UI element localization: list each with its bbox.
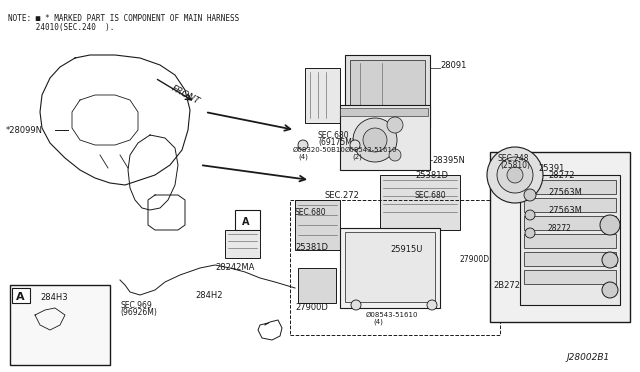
Bar — [524, 198, 616, 212]
Bar — [524, 216, 616, 230]
Text: FRONT: FRONT — [170, 84, 201, 106]
Bar — [380, 175, 460, 230]
Text: (4): (4) — [298, 154, 308, 160]
Text: Ø08543-51610: Ø08543-51610 — [345, 147, 397, 153]
Bar — [524, 270, 616, 284]
Text: 28395N: 28395N — [432, 155, 465, 164]
Text: (25810): (25810) — [500, 160, 530, 170]
Bar — [225, 230, 260, 258]
Bar — [520, 175, 620, 305]
Text: (4): (4) — [373, 319, 383, 325]
Circle shape — [525, 210, 535, 220]
Bar — [235, 210, 260, 230]
Circle shape — [351, 300, 361, 310]
Text: SEC.680: SEC.680 — [295, 208, 326, 217]
Bar — [295, 200, 340, 250]
Text: 284H3: 284H3 — [40, 294, 68, 302]
Text: 27900D: 27900D — [295, 304, 328, 312]
Circle shape — [298, 140, 308, 150]
Circle shape — [600, 215, 620, 235]
Text: SEC.248: SEC.248 — [498, 154, 529, 163]
Circle shape — [389, 149, 401, 161]
Circle shape — [524, 189, 536, 201]
Bar — [305, 68, 340, 123]
Circle shape — [602, 282, 618, 298]
Circle shape — [387, 117, 403, 133]
Text: 25381D: 25381D — [415, 170, 448, 180]
Bar — [290, 200, 500, 335]
Bar — [345, 232, 435, 302]
Bar — [524, 234, 616, 248]
Text: 25391: 25391 — [538, 164, 564, 173]
Bar — [524, 180, 616, 194]
Text: 284H2: 284H2 — [195, 291, 223, 299]
Bar — [350, 60, 425, 120]
Circle shape — [353, 118, 397, 162]
Text: A: A — [16, 292, 24, 302]
Text: 27900D: 27900D — [460, 256, 490, 264]
Text: SEC.272: SEC.272 — [325, 190, 360, 199]
Circle shape — [487, 147, 543, 203]
Bar — [12, 288, 30, 303]
Text: Ø08543-51610: Ø08543-51610 — [366, 312, 419, 318]
Text: (69175M): (69175M) — [318, 138, 355, 147]
Text: 25381D: 25381D — [295, 244, 328, 253]
Bar — [340, 228, 440, 308]
Circle shape — [427, 300, 437, 310]
Circle shape — [602, 252, 618, 268]
Text: 27563M: 27563M — [548, 205, 582, 215]
Text: SEC.969: SEC.969 — [120, 301, 152, 310]
Text: 28242MA: 28242MA — [215, 263, 254, 273]
Text: 28272: 28272 — [548, 170, 575, 180]
Text: 25915U: 25915U — [390, 246, 422, 254]
Circle shape — [350, 140, 360, 150]
Bar — [340, 108, 428, 116]
Text: 27563M: 27563M — [548, 187, 582, 196]
Text: SEC.680: SEC.680 — [318, 131, 349, 140]
Text: 24010(SEC.240  ).: 24010(SEC.240 ). — [8, 22, 115, 32]
Text: (2): (2) — [352, 154, 362, 160]
Text: *28099N: *28099N — [6, 125, 43, 135]
Text: 28091: 28091 — [440, 61, 467, 70]
Text: 2B272: 2B272 — [493, 280, 520, 289]
Bar — [340, 105, 430, 170]
Bar — [10, 285, 110, 365]
Bar — [524, 252, 616, 266]
Bar — [345, 55, 430, 127]
Text: (96926M): (96926M) — [120, 308, 157, 317]
Circle shape — [497, 157, 533, 193]
Text: J28002B1: J28002B1 — [567, 353, 610, 362]
Text: 28272: 28272 — [548, 224, 572, 232]
Circle shape — [507, 167, 523, 183]
Text: Ø08320-50B10: Ø08320-50B10 — [293, 147, 346, 153]
Bar — [490, 152, 630, 322]
Text: NOTE: ■ * MARKED PART IS COMPONENT OF MAIN HARNESS: NOTE: ■ * MARKED PART IS COMPONENT OF MA… — [8, 13, 239, 22]
Circle shape — [363, 128, 387, 152]
Text: SEC.680: SEC.680 — [415, 190, 447, 199]
Text: A: A — [242, 217, 250, 227]
Circle shape — [525, 228, 535, 238]
Bar — [298, 268, 336, 303]
